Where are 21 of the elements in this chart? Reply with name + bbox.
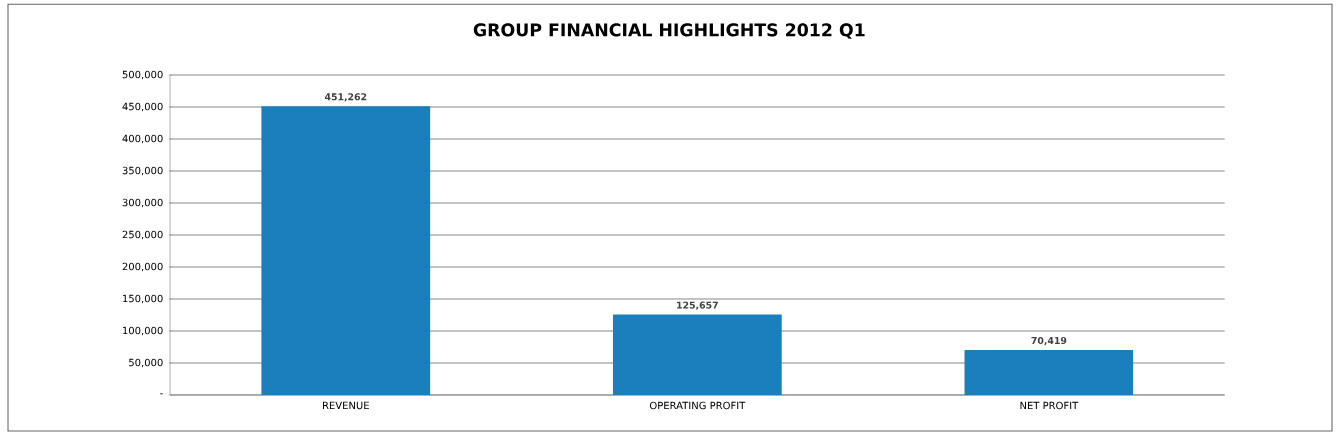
- y-tick-label: 50,000: [129, 358, 163, 368]
- x-tick-label: OPERATING PROFIT: [649, 401, 746, 410]
- data-label: 451,262: [324, 93, 367, 102]
- y-tick-label: 250,000: [122, 230, 163, 240]
- x-tick-label: NET PROFIT: [1020, 401, 1079, 410]
- data-label: 125,657: [677, 301, 718, 310]
- y-tick-label: 450,000: [122, 102, 163, 112]
- chart-title: GROUP FINANCIAL HIGHLIGHTS 2012 Q1: [473, 23, 865, 39]
- bar: [612, 314, 782, 395]
- y-tick-label: 400,000: [122, 134, 163, 144]
- y-tick-label: 300,000: [122, 198, 163, 208]
- y-tick-label: 200,000: [122, 262, 163, 272]
- y-tick-label: -: [160, 393, 163, 395]
- y-tick-label: 350,000: [122, 166, 163, 176]
- y-tick-label: 500,000: [122, 70, 163, 80]
- bar: [261, 106, 431, 395]
- bar: [964, 349, 1134, 395]
- y-tick-label: 150,000: [123, 294, 163, 304]
- x-tick-label: REVENUE: [323, 401, 369, 410]
- data-label: 70,419: [1031, 336, 1067, 346]
- y-tick-label: 100,000: [123, 326, 163, 336]
